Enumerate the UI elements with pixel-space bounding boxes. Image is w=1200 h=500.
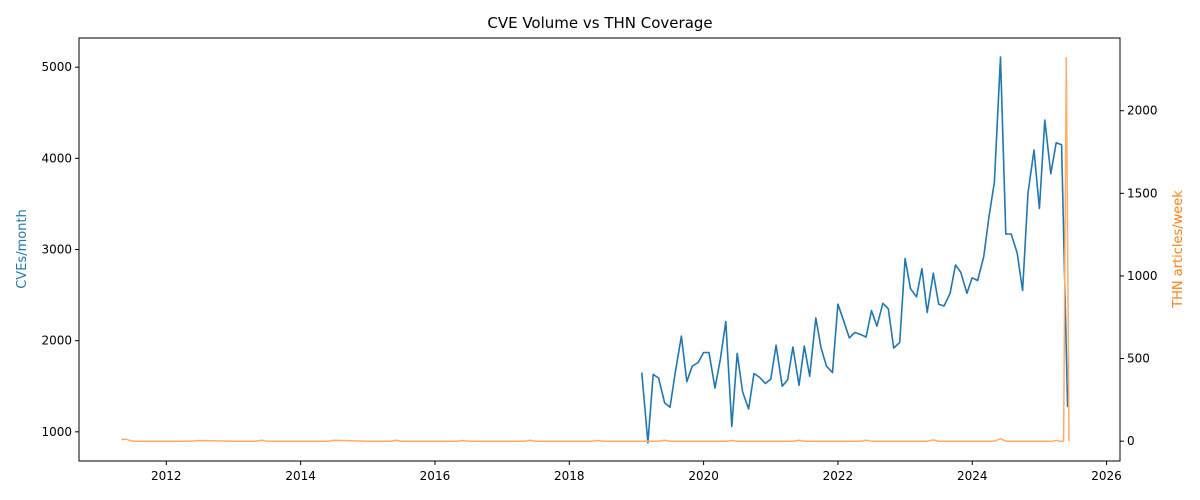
series-layer xyxy=(121,56,1070,444)
y-right-tick-label: 500 xyxy=(1127,352,1150,366)
x-tick-label: 2012 xyxy=(151,469,182,483)
y-right-tick-label: 1500 xyxy=(1127,186,1158,200)
y-axis-left: 1000 2000 3000 4000 5000 xyxy=(41,60,79,439)
plot-frame xyxy=(78,37,1121,462)
y-left-tick-label: 3000 xyxy=(41,243,72,257)
x-tick-label: 2014 xyxy=(285,469,316,483)
x-tick-label: 2022 xyxy=(823,469,854,483)
y-axis-right-label: THN articles/week xyxy=(1171,190,1186,309)
x-tick-label: 2020 xyxy=(688,469,719,483)
series-line-cves xyxy=(641,56,1069,444)
x-tick-label: 2024 xyxy=(957,469,988,483)
x-tick-label: 2026 xyxy=(1091,469,1122,483)
y-left-tick-label: 2000 xyxy=(41,334,72,348)
x-axis: 2012 2014 2016 2018 2020 2022 2024 2026 xyxy=(151,461,1122,483)
y-right-tick-label: 1000 xyxy=(1127,269,1158,283)
y-left-tick-label: 5000 xyxy=(41,60,72,74)
chart-title: CVE Volume vs THN Coverage xyxy=(487,14,712,32)
y-right-tick-label: 2000 xyxy=(1127,104,1158,118)
series-line-thn xyxy=(121,57,1070,442)
y-right-tick-label: 0 xyxy=(1127,434,1135,448)
y-axis-left-label: CVEs/month xyxy=(15,209,30,289)
x-tick-label: 2016 xyxy=(420,469,451,483)
x-tick-label: 2018 xyxy=(554,469,585,483)
y-axis-right: 0 500 1000 1500 2000 xyxy=(1120,104,1158,448)
y-left-tick-label: 4000 xyxy=(41,151,72,165)
y-left-tick-label: 1000 xyxy=(41,425,72,439)
